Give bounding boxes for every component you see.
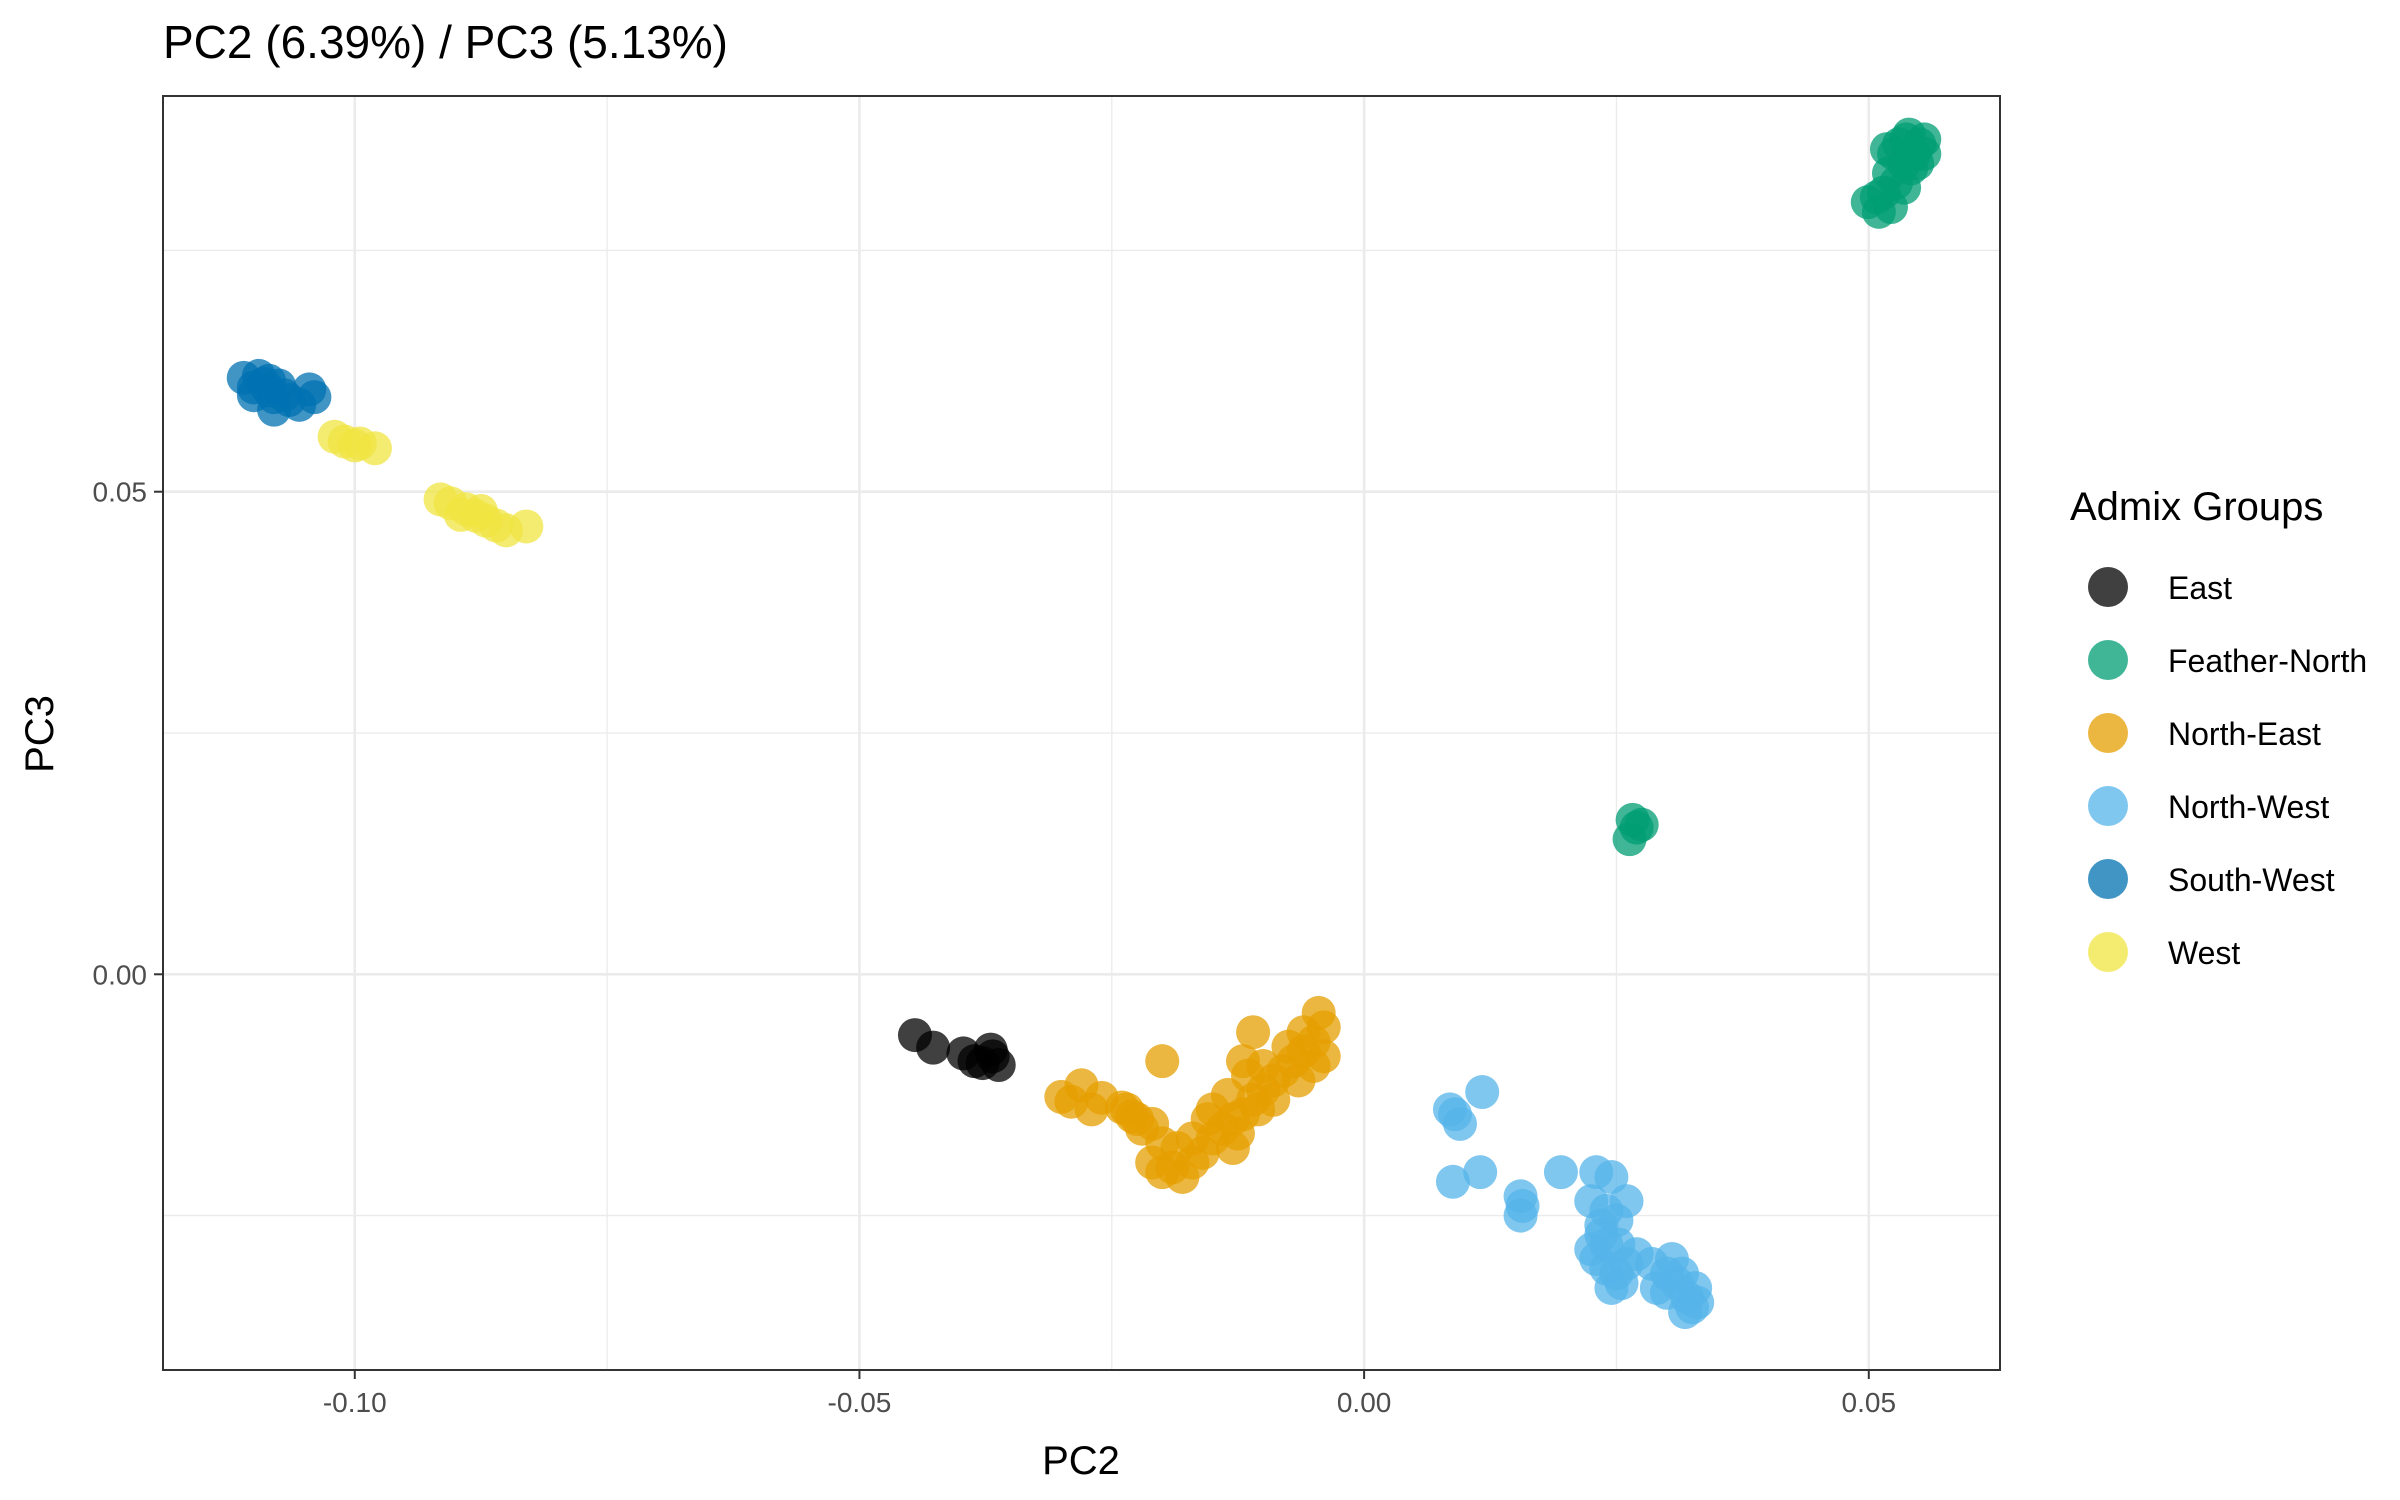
data-point [957,1044,992,1079]
legend-label: North-East [2168,716,2321,752]
series-feather-north [1612,117,1942,857]
x-axis-ticks: -0.10 -0.05 0.00 0.05 [323,1370,1896,1418]
data-point [1271,1029,1306,1064]
legend-item: North-East [2088,713,2321,753]
data-point [1463,1155,1498,1190]
x-tick-label: 0.00 [1337,1387,1392,1418]
data-point [297,380,332,415]
data-point [357,431,392,466]
x-tick-label: -0.10 [323,1387,387,1418]
data-point [1236,1015,1271,1050]
x-axis-title: PC2 [1042,1439,1120,1483]
data-point [443,497,478,532]
plot-panel-border [162,95,2001,1371]
legend-item: Feather-North [2088,640,2367,680]
x-tick-label: -0.05 [828,1387,892,1418]
legend-key [2088,713,2128,753]
y-axis-title: PC3 [18,695,62,773]
legend: Admix Groups East Feather-North North-East… [2070,485,2367,972]
legend-key [2088,859,2128,899]
data-point [1109,1092,1144,1127]
data-point [1145,1044,1180,1079]
legend-label: East [2168,570,2232,606]
legend-key [2088,786,2128,826]
data-point [1639,1270,1674,1305]
legend-title: Admix Groups [2070,485,2323,529]
data-point [1190,1102,1225,1137]
data-point [1873,189,1908,224]
legend-item: East [2088,567,2232,607]
data-point [1135,1145,1170,1180]
legend-label: North-West [2168,789,2329,825]
data-point [1601,1227,1636,1262]
data-point [1465,1075,1500,1110]
series-south-west [226,358,332,427]
data-point [509,509,544,544]
data-point [1443,1106,1478,1141]
legend-label: Feather-North [2168,643,2367,679]
grid-lines [163,96,2000,1370]
series-north-east [1044,995,1341,1194]
data-point [1210,1077,1245,1112]
data-point [251,363,286,398]
legend-key [2088,567,2128,607]
legend-item: South-West [2088,859,2335,899]
data-point [1435,1164,1470,1199]
series-east [897,1018,1016,1083]
legend-items: East Feather-North North-East North-West Sou… [2088,567,2367,972]
y-axis-ticks: 0.00 0.05 [93,477,163,990]
data-point [1900,146,1935,181]
data-point [1678,1270,1713,1305]
data-point [1306,1039,1341,1074]
data-point [1654,1242,1689,1277]
x-tick-label: 0.05 [1842,1387,1897,1418]
series-west [317,419,544,548]
data-point [1615,802,1650,837]
series-north-west [1432,1075,1715,1330]
data-point [1160,1131,1195,1166]
data-point [916,1030,951,1065]
data-points [226,117,1942,1330]
chart-title: PC2 (6.39%) / PC3 (5.13%) [163,16,728,68]
y-tick-label: 0.00 [93,959,148,990]
legend-item: West [2088,932,2240,972]
legend-key [2088,640,2128,680]
data-point [1503,1198,1538,1233]
data-point [1074,1092,1109,1127]
data-point [1220,1116,1255,1151]
data-point [1241,1092,1276,1127]
legend-label: South-West [2168,862,2335,898]
data-point [1543,1155,1578,1190]
legend-item: North-West [2088,786,2329,826]
data-point [1609,1184,1644,1219]
legend-label: West [2168,935,2240,971]
data-point [1604,1266,1639,1301]
legend-key [2088,932,2128,972]
y-tick-label: 0.05 [93,477,148,508]
